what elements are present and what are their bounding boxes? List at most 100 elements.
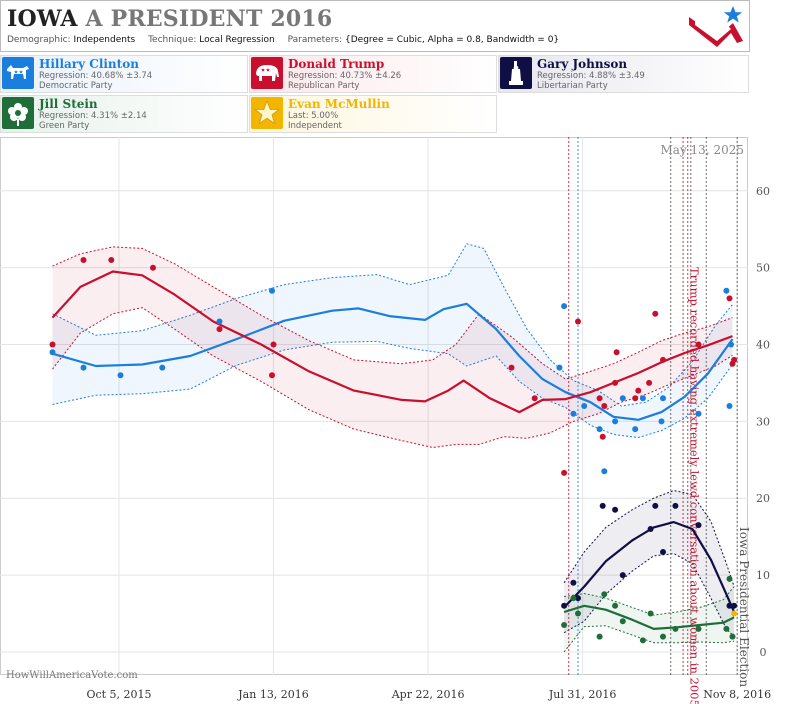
y-tick-label: 20 bbox=[756, 492, 770, 505]
band-upper-line bbox=[564, 586, 735, 616]
poll-point bbox=[612, 418, 619, 425]
legend-trump[interactable]: Donald Trump Regression: 40.73% ±4.26 Re… bbox=[249, 55, 497, 93]
poll-point bbox=[596, 426, 603, 433]
y-tick-label: 40 bbox=[756, 339, 770, 352]
poll-point bbox=[723, 287, 730, 294]
star-icon bbox=[251, 97, 283, 129]
poll-point bbox=[270, 341, 277, 348]
poll-point bbox=[635, 387, 642, 394]
poll-point bbox=[695, 341, 702, 348]
confidence-band bbox=[52, 243, 733, 438]
poll-point bbox=[561, 303, 568, 310]
poll-point bbox=[596, 633, 603, 640]
poll-point bbox=[647, 610, 654, 617]
poll-point bbox=[726, 295, 733, 302]
poll-point bbox=[695, 625, 702, 632]
poll-point bbox=[570, 579, 577, 586]
parameters-value: {Degree = Cubic, Alpha = 0.8, Bandwidth … bbox=[345, 35, 560, 45]
poll-point bbox=[570, 595, 577, 602]
poll-point bbox=[731, 602, 738, 609]
x-tick-label: Oct 5, 2015 bbox=[86, 688, 151, 701]
candidate-name: Donald Trump bbox=[288, 57, 385, 71]
poll-point bbox=[619, 572, 626, 579]
poll-point bbox=[612, 379, 619, 386]
candidate-party: Independent bbox=[288, 121, 342, 131]
candidate-name: Evan McMullin bbox=[288, 97, 390, 111]
page-title: IOWA A PRESIDENT 2016 bbox=[7, 6, 332, 32]
poll-point bbox=[639, 637, 646, 644]
poll-point bbox=[80, 364, 87, 371]
x-tick-labels: Oct 5, 2015 Jan 13, 2016 Apr 22, 2016 Jul 3… bbox=[86, 688, 771, 701]
poll-point bbox=[729, 633, 736, 640]
poll-point bbox=[731, 356, 738, 363]
date-stamp: May 13, 2025 bbox=[661, 143, 744, 157]
legend-mcmullin[interactable]: Evan McMullin Last: 5.00% Independent bbox=[249, 95, 497, 133]
title-rest: A PRESIDENT 2016 bbox=[85, 6, 333, 32]
candidate-party: Libertarian Party bbox=[537, 81, 608, 91]
regression-line bbox=[563, 521, 736, 613]
event-label: Iowa Presidential Election bbox=[737, 527, 751, 687]
poll-points bbox=[49, 257, 738, 644]
poll-point bbox=[570, 410, 577, 417]
poll-point bbox=[581, 403, 588, 409]
band-lower-line bbox=[52, 307, 733, 449]
candidate-party: Democratic Party bbox=[39, 81, 113, 91]
event-lines: Trump recorded having extremely lewd con… bbox=[568, 137, 751, 704]
poll-point bbox=[216, 326, 223, 333]
poll-point bbox=[269, 287, 275, 294]
poll-point bbox=[575, 610, 581, 617]
poll-point bbox=[660, 356, 666, 363]
candidate-name: Hillary Clinton bbox=[39, 57, 139, 71]
poll-point bbox=[575, 595, 581, 602]
legend-johnson[interactable]: Gary Johnson Regression: 4.88% ±3.49 Lib… bbox=[498, 55, 749, 93]
candidate-regression: Regression: 40.73% ±4.26 bbox=[288, 71, 402, 81]
candidate-regression: Last: 5.00% bbox=[288, 111, 339, 121]
state-name: IOWA bbox=[7, 6, 78, 32]
candidate-party: Republican Party bbox=[288, 81, 360, 91]
poll-point bbox=[660, 549, 666, 555]
poll-point bbox=[216, 318, 223, 325]
y-tick-label: 10 bbox=[756, 569, 770, 582]
legend-stein[interactable]: Jill Stein Regression: 4.31% ±2.14 Green… bbox=[0, 95, 248, 133]
band-upper-line bbox=[563, 489, 735, 587]
poll-point bbox=[728, 341, 734, 348]
elephant-icon bbox=[251, 57, 283, 89]
regression-line bbox=[51, 270, 733, 414]
site-logo[interactable] bbox=[687, 3, 747, 49]
poll-point bbox=[646, 379, 653, 386]
poll-point bbox=[601, 591, 608, 598]
poll-point bbox=[117, 372, 124, 379]
poll-point bbox=[159, 364, 166, 371]
parameters-line: Demographic: Independents Technique: Loc… bbox=[7, 35, 569, 45]
y-tick-label: 50 bbox=[756, 262, 770, 275]
y-tick-label: 60 bbox=[756, 185, 770, 198]
poll-point bbox=[80, 257, 87, 263]
candidate-name: Jill Stein bbox=[39, 97, 98, 111]
poll-point bbox=[672, 625, 679, 632]
poll-point bbox=[612, 602, 619, 609]
band-upper-line bbox=[52, 243, 733, 407]
poll-point bbox=[726, 575, 733, 582]
event-label: Trump recorded having extremely lewd con… bbox=[688, 267, 702, 704]
y-tick-labels: 0 10 20 30 40 50 60 bbox=[756, 185, 770, 659]
candidate-regression: Regression: 4.31% ±2.14 bbox=[39, 111, 147, 121]
poll-point bbox=[726, 602, 733, 609]
poll-point bbox=[731, 610, 738, 617]
poll-point bbox=[108, 257, 115, 263]
poll-point bbox=[49, 349, 56, 356]
poll-point bbox=[660, 633, 666, 640]
band-lower-line bbox=[52, 340, 733, 439]
watermark: HowWillAmericaVote.com bbox=[6, 670, 138, 681]
poll-point bbox=[647, 526, 654, 532]
confidence-bands bbox=[52, 243, 735, 653]
candidate-party: Green Party bbox=[39, 121, 90, 131]
poll-point bbox=[632, 426, 639, 433]
poll-point bbox=[632, 395, 639, 402]
flower-icon bbox=[2, 97, 34, 129]
demographic-value: Independents bbox=[73, 35, 136, 45]
poll-point bbox=[596, 395, 603, 402]
regression-line bbox=[563, 604, 735, 630]
poll-point bbox=[658, 418, 665, 425]
legend-clinton[interactable]: Hillary Clinton Regression: 40.68% ±3.74… bbox=[0, 55, 248, 93]
x-tick-label: Nov 8, 2016 bbox=[703, 688, 771, 701]
